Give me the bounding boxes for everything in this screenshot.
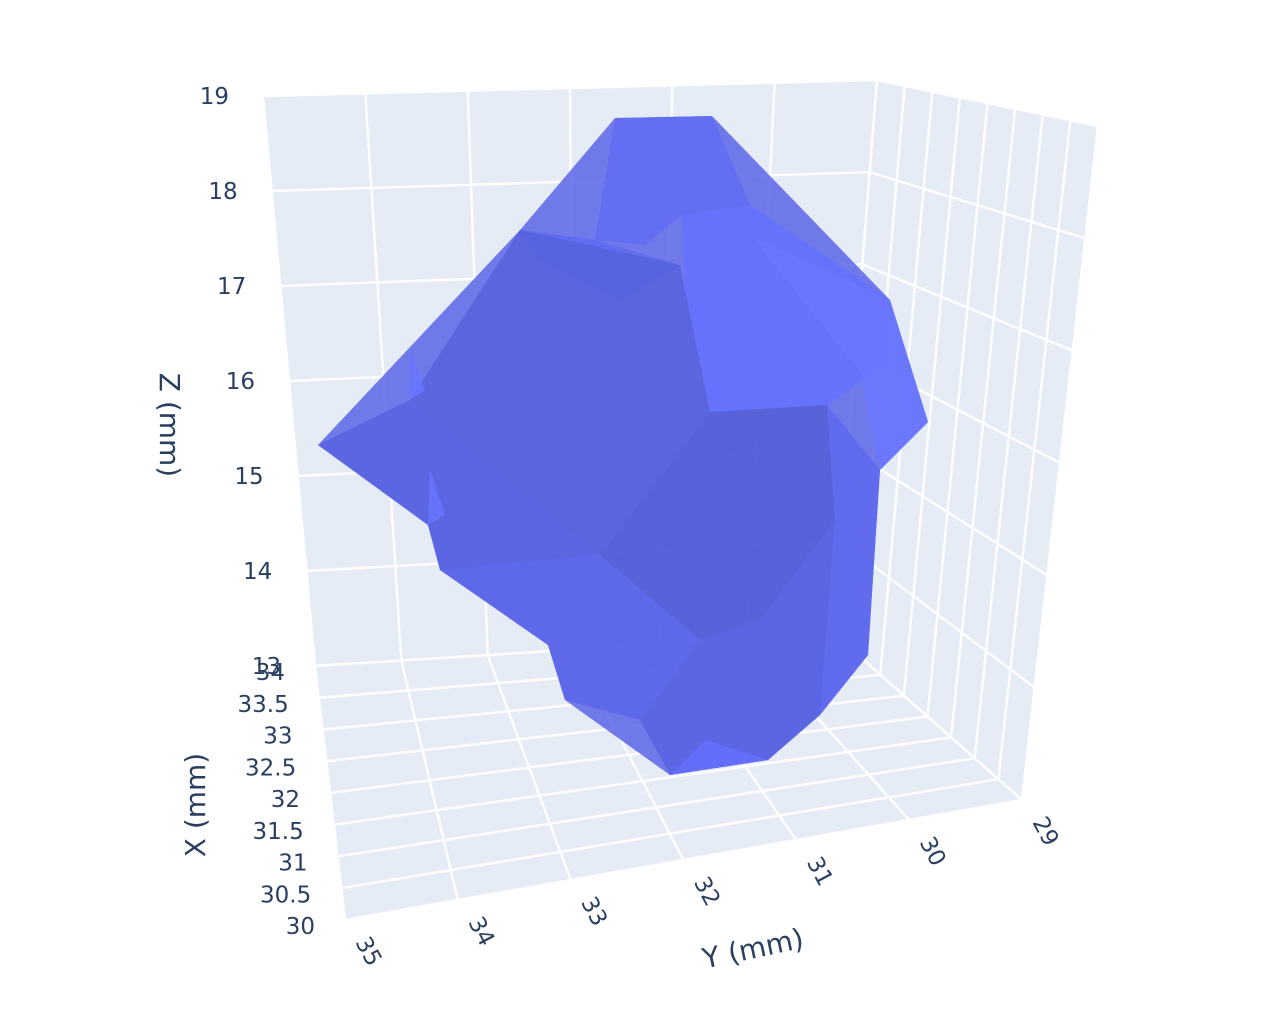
- z-axis-title: Z (mm): [153, 373, 186, 477]
- y-grid-line: [261, 95, 317, 667]
- x-grid-line: [902, 97, 962, 696]
- mesh-facet: [595, 116, 750, 245]
- x-tick-label: 32.5: [245, 755, 296, 781]
- x-grid-line: [973, 114, 1044, 759]
- z-tick-label: 19: [200, 84, 229, 110]
- y-tick-label: 30: [914, 833, 951, 871]
- x-grid-line: [926, 102, 989, 717]
- x-tick-label: 34: [256, 660, 285, 686]
- mesh-facet: [410, 350, 425, 400]
- z-tick-label: 15: [234, 464, 263, 490]
- y-tick-label: 33: [575, 893, 612, 931]
- z-tick-label: 18: [208, 179, 237, 205]
- x-tick-label: 31.5: [253, 819, 304, 845]
- mesh-facet: [318, 400, 600, 570]
- mesh-facet: [600, 405, 835, 640]
- x-axis-ticks: 30 30.5 31 31.5 32 32.5 33 33.5 34: [238, 660, 315, 940]
- x-grid-line: [997, 120, 1072, 780]
- x-grid-line: [329, 715, 928, 795]
- x-grid-line: [344, 798, 1023, 922]
- x-grid-line: [341, 777, 999, 890]
- mesh-facet: [428, 470, 445, 525]
- side-wall: [833, 80, 1098, 800]
- x-tick-label: 30.5: [260, 882, 311, 908]
- mesh-facet: [750, 235, 928, 470]
- x-axis-title: X (mm): [179, 753, 212, 857]
- mesh-facet: [440, 555, 700, 720]
- x-tick-label: 31: [278, 851, 307, 877]
- x-tick-label: 30: [286, 914, 315, 940]
- z-tick-label: 16: [226, 369, 255, 395]
- mesh-facet: [670, 740, 768, 775]
- z-axis-ticks: 13 14 15 16 17 18 19: [200, 84, 281, 680]
- mesh-facet: [682, 205, 890, 412]
- x-grid-line: [949, 108, 1017, 738]
- x-grid-line: [337, 757, 975, 858]
- x-tick-label: 33.5: [238, 692, 289, 718]
- y-tick-label: 32: [688, 873, 725, 911]
- z-tick-label: 14: [243, 559, 272, 585]
- y-tick-label: 29: [1027, 813, 1064, 851]
- x-tick-label: 32: [271, 787, 300, 813]
- mesh-facet: [640, 520, 835, 775]
- y-tick-label: 34: [463, 913, 500, 951]
- mesh-facet: [820, 405, 880, 715]
- x-grid-line: [1020, 125, 1100, 801]
- x-tick-label: 33: [263, 724, 292, 750]
- x-grid-line: [333, 736, 952, 826]
- z-tick-label: 13: [252, 654, 281, 680]
- y-tick-label: 31: [801, 853, 838, 891]
- mesh-facet: [410, 230, 710, 555]
- y-axis-title: Y (mm): [699, 922, 807, 976]
- y-tick-label: 35: [350, 933, 387, 971]
- z-tick-label: 17: [217, 274, 246, 300]
- mesh-surface[interactable]: [318, 116, 928, 775]
